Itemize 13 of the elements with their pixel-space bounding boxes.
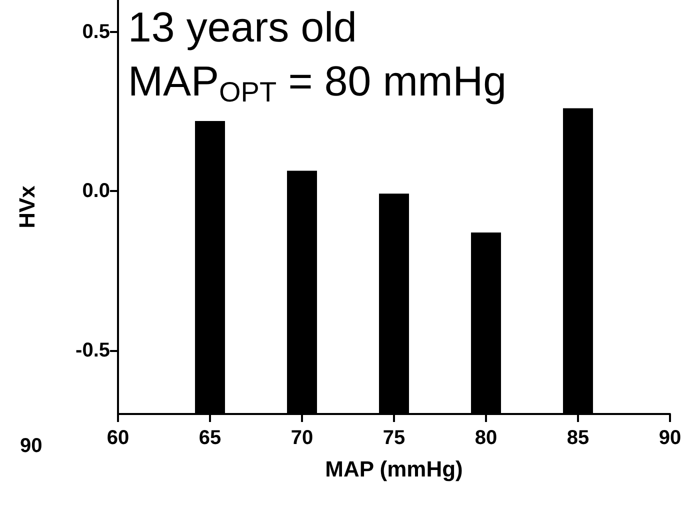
y-tick-label: 0.0 [82, 180, 110, 202]
x-tick-label: 85 [566, 427, 590, 449]
x-axis-title: MAP (mmHg) [325, 456, 463, 482]
y-axis-title: HVx [14, 184, 40, 228]
x-tick-label: 65 [198, 427, 222, 449]
x-tick-label: 60 [106, 427, 130, 449]
x-tick-label: 70 [290, 427, 314, 449]
y-tick-label: 0.5 [82, 20, 110, 43]
x-tick-label: 80 [474, 427, 498, 449]
y-tick-label: -0.5 [76, 339, 110, 362]
annotation: 13 years old [128, 4, 357, 50]
x-tick-label: 75 [382, 427, 406, 449]
x-tick-label: 90 [658, 427, 682, 449]
